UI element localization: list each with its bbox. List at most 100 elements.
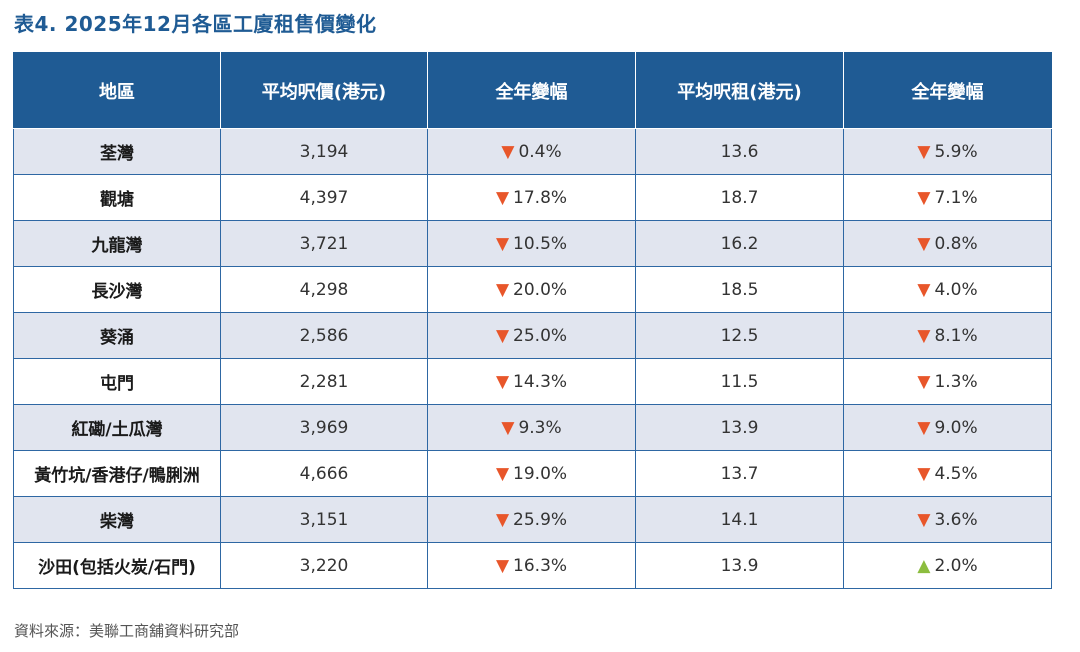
table-header-row: 地區 平均呎價(港元) 全年變幅 平均呎租(港元) 全年變幅 bbox=[13, 52, 1052, 129]
page-title: 表4. 2025年12月各區工廈租售價變化 bbox=[14, 12, 377, 36]
change-value: 20.0% bbox=[513, 279, 568, 300]
change-value: 14.3% bbox=[513, 371, 568, 392]
avg-rent-cell: 16.2 bbox=[635, 220, 844, 267]
rent-change-cell: ▲ 2.0% bbox=[843, 542, 1052, 589]
down-triangle-icon: ▼ bbox=[917, 141, 931, 162]
avg-rent-cell: 13.6 bbox=[635, 128, 844, 175]
change-value: 2.0% bbox=[934, 555, 978, 576]
table-body: 荃灣 3,194 ▼ 0.4% 13.6 ▼ 5.9% 觀塘 4,397 ▼ 17.8% 18.7 ▼ 7… bbox=[13, 128, 1052, 589]
rent-change-cell: ▼ 4.0% bbox=[843, 266, 1052, 313]
down-triangle-icon: ▼ bbox=[495, 187, 510, 208]
price-change-cell: ▼ 14.3% bbox=[427, 358, 636, 405]
rent-change-cell: ▼ 4.5% bbox=[843, 450, 1052, 497]
price-change-cell: ▼ 9.3% bbox=[427, 404, 636, 451]
down-triangle-icon: ▼ bbox=[495, 371, 510, 392]
avg-rent-cell: 18.5 bbox=[635, 266, 844, 313]
table-row: 紅磡/土瓜灣 3,969 ▼ 9.3% 13.9 ▼ 9.0% bbox=[13, 404, 1052, 451]
table-row: 柴灣 3,151 ▼ 25.9% 14.1 ▼ 3.6% bbox=[13, 496, 1052, 543]
up-triangle-icon: ▲ bbox=[917, 555, 931, 576]
district-cell: 荃灣 bbox=[13, 128, 221, 175]
change-value: 3.6% bbox=[934, 509, 978, 530]
avg-rent-cell: 12.5 bbox=[635, 312, 844, 359]
column-header-rent-change: 全年變幅 bbox=[843, 52, 1052, 129]
price-change-cell: ▼ 19.0% bbox=[427, 450, 636, 497]
avg-rent-cell: 13.7 bbox=[635, 450, 844, 497]
change-value: 7.1% bbox=[934, 187, 978, 208]
change-value: 5.9% bbox=[934, 141, 978, 162]
avg-price-cell: 4,397 bbox=[220, 174, 428, 221]
down-triangle-icon: ▼ bbox=[917, 463, 931, 484]
table-row: 荃灣 3,194 ▼ 0.4% 13.6 ▼ 5.9% bbox=[13, 128, 1052, 175]
district-cell: 紅磡/土瓜灣 bbox=[13, 404, 221, 451]
change-value: 8.1% bbox=[934, 325, 978, 346]
district-cell: 長沙灣 bbox=[13, 266, 221, 313]
district-cell: 屯門 bbox=[13, 358, 221, 405]
down-triangle-icon: ▼ bbox=[495, 279, 510, 300]
down-triangle-icon: ▼ bbox=[917, 371, 931, 392]
down-triangle-icon: ▼ bbox=[917, 509, 931, 530]
rent-change-cell: ▼ 0.8% bbox=[843, 220, 1052, 267]
table-row: 葵涌 2,586 ▼ 25.0% 12.5 ▼ 8.1% bbox=[13, 312, 1052, 359]
down-triangle-icon: ▼ bbox=[495, 509, 510, 530]
avg-price-cell: 2,281 bbox=[220, 358, 428, 405]
down-triangle-icon: ▼ bbox=[495, 233, 510, 254]
rent-change-cell: ▼ 1.3% bbox=[843, 358, 1052, 405]
district-cell: 沙田(包括火炭/石門) bbox=[13, 542, 221, 589]
avg-rent-cell: 14.1 bbox=[635, 496, 844, 543]
price-change-cell: ▼ 17.8% bbox=[427, 174, 636, 221]
rent-change-cell: ▼ 7.1% bbox=[843, 174, 1052, 221]
district-cell: 柴灣 bbox=[13, 496, 221, 543]
change-value: 10.5% bbox=[513, 233, 568, 254]
price-change-cell: ▼ 25.0% bbox=[427, 312, 636, 359]
change-value: 9.0% bbox=[934, 417, 978, 438]
column-header-avg-price: 平均呎價(港元) bbox=[220, 52, 428, 129]
table-row: 黃竹坑/香港仔/鴨脷洲 4,666 ▼ 19.0% 13.7 ▼ 4.5% bbox=[13, 450, 1052, 497]
table-row: 屯門 2,281 ▼ 14.3% 11.5 ▼ 1.3% bbox=[13, 358, 1052, 405]
avg-price-cell: 3,194 bbox=[220, 128, 428, 175]
table-row: 觀塘 4,397 ▼ 17.8% 18.7 ▼ 7.1% bbox=[13, 174, 1052, 221]
down-triangle-icon: ▼ bbox=[495, 463, 510, 484]
avg-price-cell: 3,151 bbox=[220, 496, 428, 543]
change-value: 19.0% bbox=[513, 463, 568, 484]
avg-price-cell: 4,666 bbox=[220, 450, 428, 497]
rent-change-cell: ▼ 8.1% bbox=[843, 312, 1052, 359]
table-row: 九龍灣 3,721 ▼ 10.5% 16.2 ▼ 0.8% bbox=[13, 220, 1052, 267]
change-value: 16.3% bbox=[513, 555, 568, 576]
avg-price-cell: 2,586 bbox=[220, 312, 428, 359]
avg-price-cell: 3,721 bbox=[220, 220, 428, 267]
price-change-cell: ▼ 0.4% bbox=[427, 128, 636, 175]
change-value: 25.9% bbox=[513, 509, 568, 530]
price-change-cell: ▼ 16.3% bbox=[427, 542, 636, 589]
change-value: 25.0% bbox=[513, 325, 568, 346]
down-triangle-icon: ▼ bbox=[501, 417, 515, 438]
change-value: 4.0% bbox=[934, 279, 978, 300]
district-cell: 觀塘 bbox=[13, 174, 221, 221]
avg-price-cell: 3,969 bbox=[220, 404, 428, 451]
avg-price-cell: 4,298 bbox=[220, 266, 428, 313]
source-note: 資料來源：美聯工商舖資料研究部 bbox=[14, 622, 240, 640]
change-value: 9.3% bbox=[518, 417, 562, 438]
change-value: 0.8% bbox=[934, 233, 978, 254]
district-cell: 黃竹坑/香港仔/鴨脷洲 bbox=[13, 450, 221, 497]
down-triangle-icon: ▼ bbox=[917, 187, 931, 208]
price-change-cell: ▼ 20.0% bbox=[427, 266, 636, 313]
change-value: 4.5% bbox=[934, 463, 978, 484]
avg-rent-cell: 13.9 bbox=[635, 404, 844, 451]
avg-price-cell: 3,220 bbox=[220, 542, 428, 589]
column-header-avg-rent: 平均呎租(港元) bbox=[635, 52, 844, 129]
column-header-district: 地區 bbox=[13, 52, 221, 129]
rent-change-cell: ▼ 3.6% bbox=[843, 496, 1052, 543]
table-row: 沙田(包括火炭/石門) 3,220 ▼ 16.3% 13.9 ▲ 2.0% bbox=[13, 542, 1052, 589]
down-triangle-icon: ▼ bbox=[917, 233, 931, 254]
change-value: 1.3% bbox=[934, 371, 978, 392]
down-triangle-icon: ▼ bbox=[501, 141, 515, 162]
column-header-price-change: 全年變幅 bbox=[427, 52, 636, 129]
price-rent-table: 地區 平均呎價(港元) 全年變幅 平均呎租(港元) 全年變幅 荃灣 3,194 ▼ 0… bbox=[13, 52, 1052, 589]
district-cell: 九龍灣 bbox=[13, 220, 221, 267]
district-cell: 葵涌 bbox=[13, 312, 221, 359]
table-row: 長沙灣 4,298 ▼ 20.0% 18.5 ▼ 4.0% bbox=[13, 266, 1052, 313]
rent-change-cell: ▼ 9.0% bbox=[843, 404, 1052, 451]
avg-rent-cell: 18.7 bbox=[635, 174, 844, 221]
avg-rent-cell: 11.5 bbox=[635, 358, 844, 405]
avg-rent-cell: 13.9 bbox=[635, 542, 844, 589]
